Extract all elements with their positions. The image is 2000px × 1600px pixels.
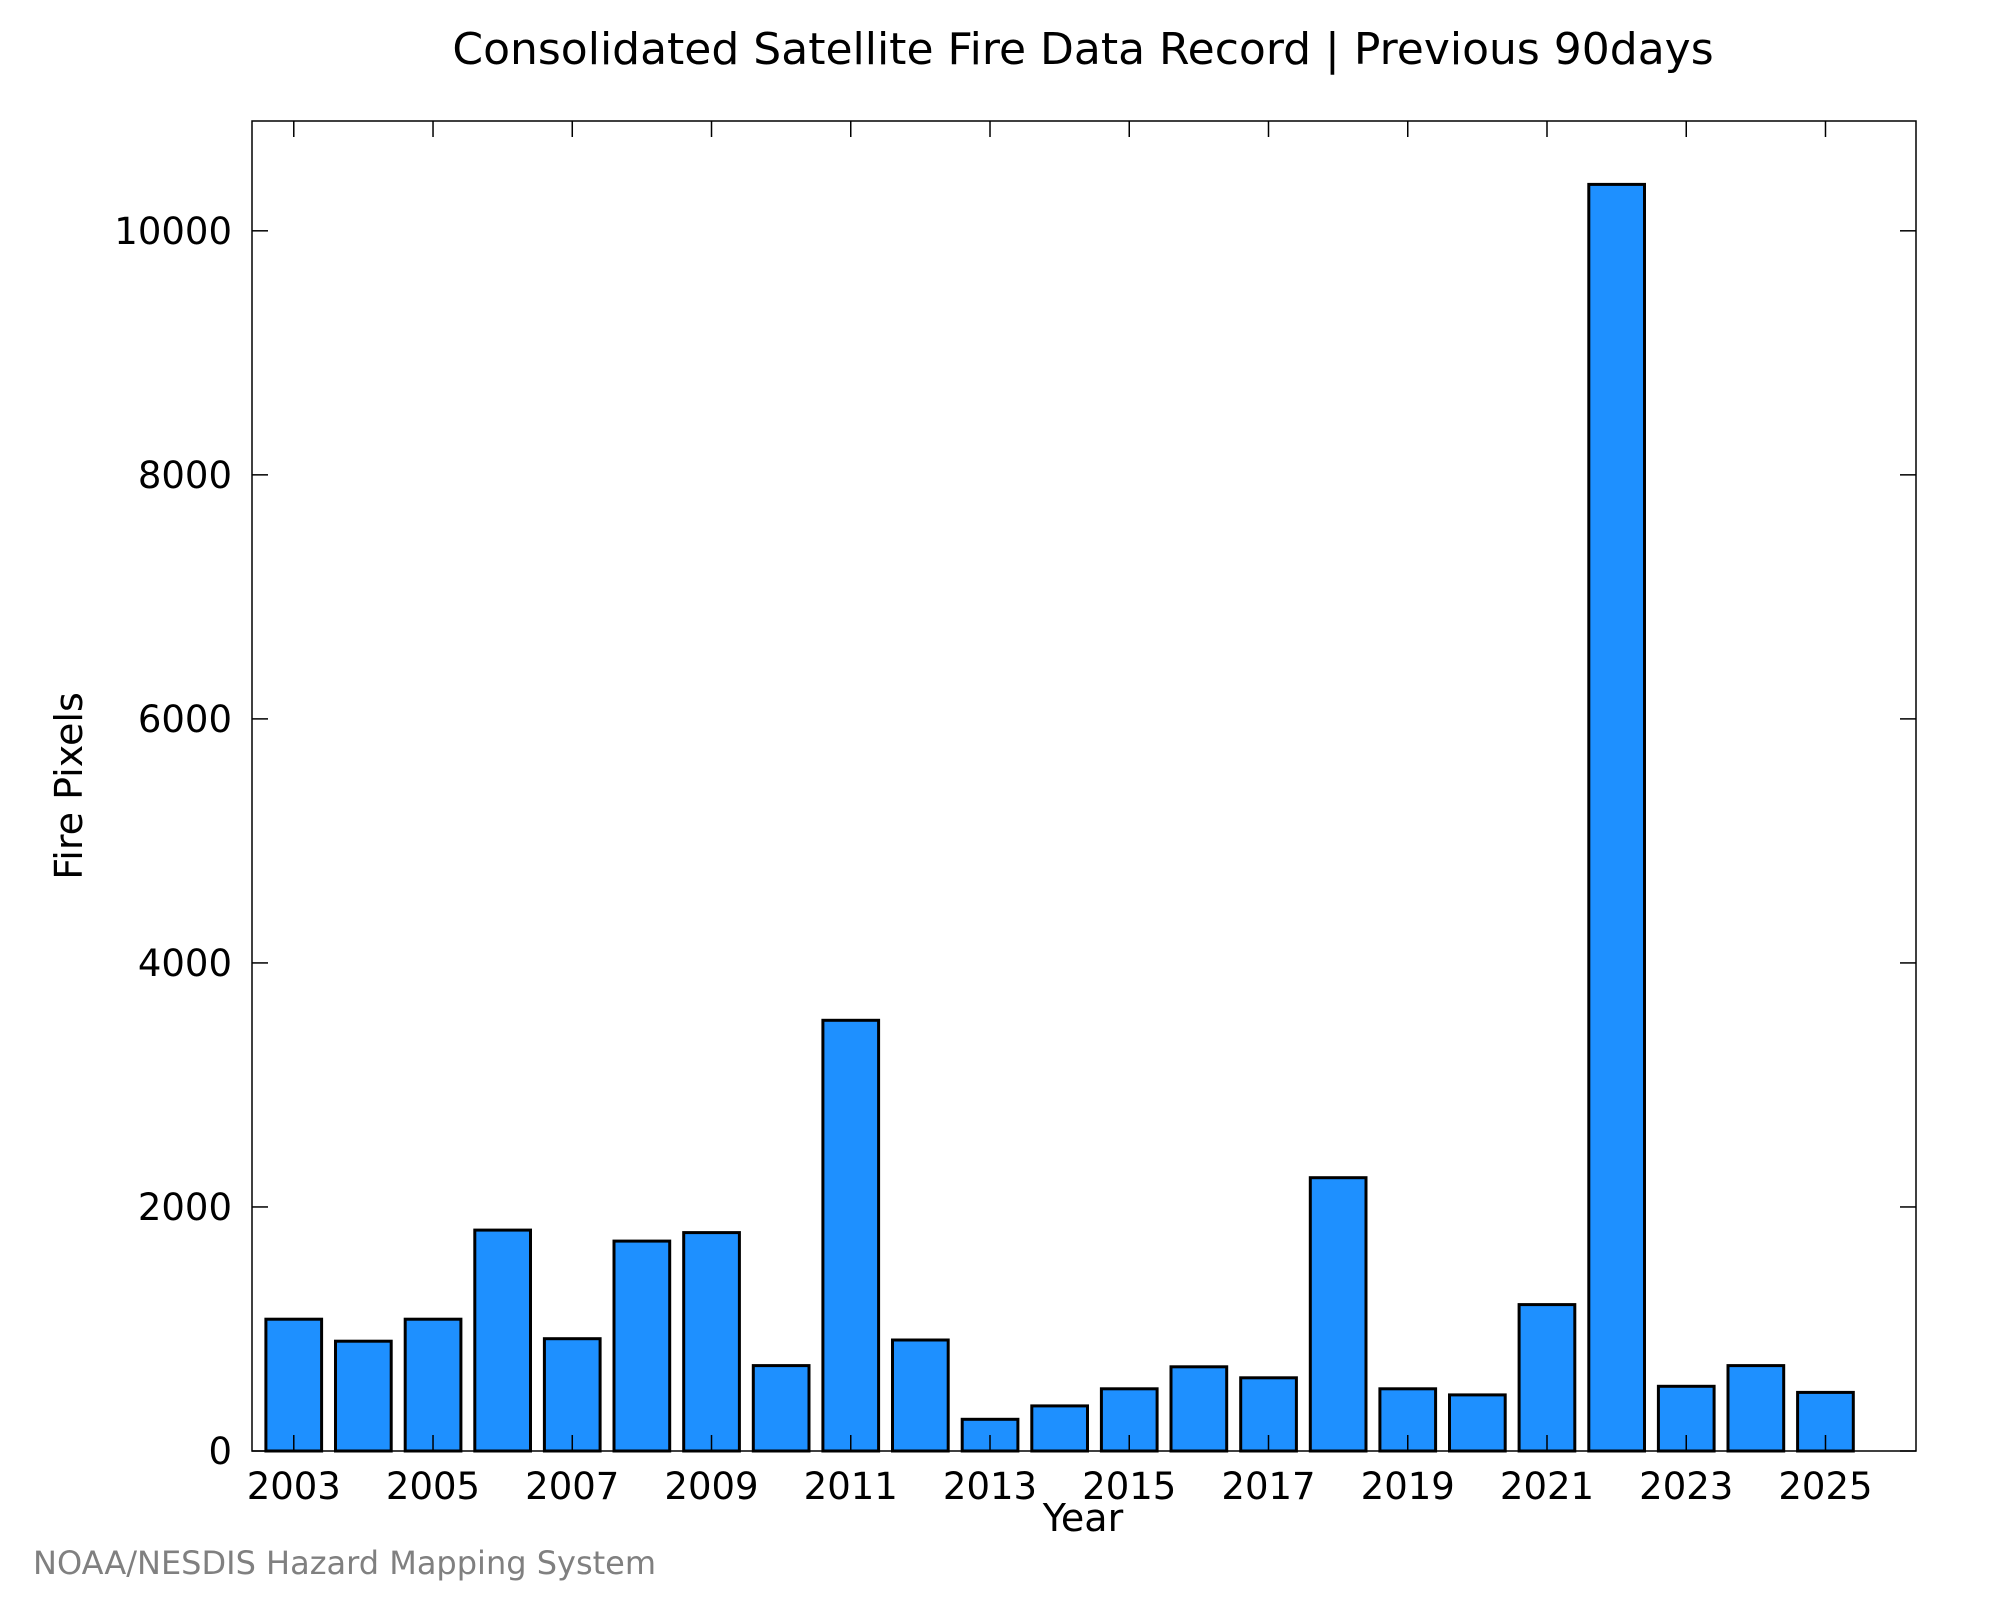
bar-2018 [1308, 1176, 1368, 1453]
bar-2009 [682, 1231, 741, 1453]
bar-2014 [1030, 1404, 1090, 1453]
y-tick-label-10000: 10000 [114, 210, 232, 253]
bar-2024 [1726, 1364, 1786, 1453]
x-tick-label-2021: 2021 [1500, 1465, 1594, 1508]
y-tick-label-8000: 8000 [138, 454, 232, 497]
x-tick-label-2007: 2007 [525, 1465, 619, 1508]
bar-2008 [612, 1239, 672, 1453]
x-axis-label: Year [1042, 1496, 1124, 1540]
bar-2012 [891, 1338, 950, 1453]
x-tick-label-2003: 2003 [247, 1465, 341, 1508]
x-tick-label-2017: 2017 [1221, 1465, 1315, 1508]
plot-frame [251, 120, 1917, 1452]
bars-layer [264, 182, 1855, 1453]
bar-2011 [821, 1018, 881, 1453]
x-tick-label-2023: 2023 [1639, 1465, 1733, 1508]
x-tick-label-2013: 2013 [943, 1465, 1037, 1508]
bar-2004 [334, 1339, 393, 1453]
x-tick-label-2009: 2009 [664, 1465, 758, 1508]
x-tick-label-2005: 2005 [386, 1465, 480, 1508]
ticks-layer: 0 2000 4000 6000 8000 10000 2003 2005 2007 2009 20… [114, 121, 1916, 1508]
chart-title: Consolidated Satellite Fire Data Record … [452, 24, 1713, 75]
bar-2021 [1517, 1303, 1577, 1453]
credit-text: NOAA/NESDIS Hazard Mapping System [33, 1544, 656, 1582]
y-axis-label: Fire Pixels [47, 692, 91, 880]
x-tick-label-2025: 2025 [1778, 1465, 1872, 1508]
x-tick-label-2015: 2015 [1082, 1465, 1176, 1508]
bar-2005 [403, 1317, 463, 1453]
bar-2016 [1169, 1365, 1229, 1453]
bar-2020 [1448, 1393, 1507, 1453]
x-tick-label-2011: 2011 [804, 1465, 898, 1508]
bar-2007 [542, 1337, 602, 1453]
y-tick-label-2000: 2000 [138, 1186, 232, 1229]
y-tick-label-6000: 6000 [138, 698, 232, 741]
bar-2003 [264, 1317, 324, 1453]
bar-2022 [1587, 182, 1647, 1453]
bar-2010 [751, 1364, 811, 1453]
x-tick-label-2019: 2019 [1361, 1465, 1455, 1508]
y-tick-label-0: 0 [208, 1430, 232, 1473]
y-tick-label-4000: 4000 [138, 942, 232, 985]
bar-2006 [473, 1228, 532, 1453]
